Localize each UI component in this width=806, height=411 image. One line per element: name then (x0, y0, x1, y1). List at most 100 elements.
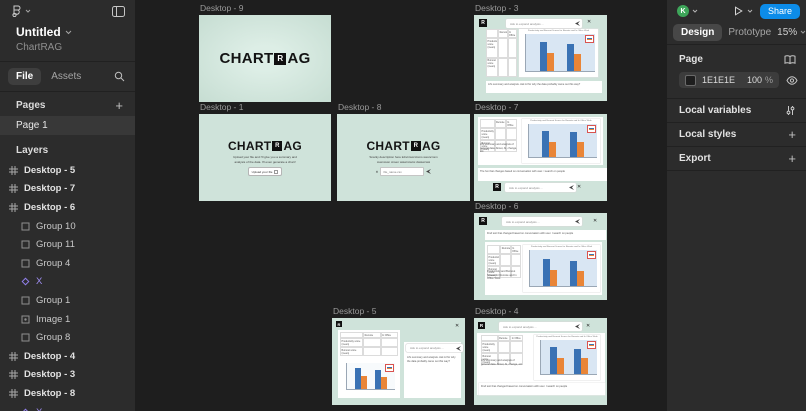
account-menu[interactable]: K (677, 5, 698, 17)
table-header: Remote (500, 245, 511, 254)
logo-glitch-icon: R (274, 52, 287, 65)
instance-diamond-icon (21, 277, 30, 286)
logo-text-post: AG (287, 50, 311, 67)
page-color-input[interactable]: 1E1E1E 100 % (679, 72, 779, 88)
ask-bar: Ask to expand analysis ... (499, 322, 582, 331)
chartrag-logo-icon: R (336, 321, 342, 327)
content-panel: Remote In Office Productivity score (mean… (338, 330, 400, 398)
layer-row-image[interactable]: Image 1 (0, 310, 135, 329)
chevron-down-icon[interactable] (65, 30, 72, 35)
logo-glitch-icon: R (272, 141, 283, 151)
color-swatch[interactable] (685, 74, 696, 86)
file-input-row: ✕ file_name.csv (376, 167, 432, 176)
frame-title[interactable]: Desktop - 4 (475, 306, 519, 316)
tab-file[interactable]: File (8, 68, 42, 85)
layer-label: Group 4 (36, 257, 71, 269)
instance-diamond-icon (21, 408, 30, 411)
toggle-sidebar-icon[interactable] (112, 5, 125, 17)
tab-assets[interactable]: Assets (51, 71, 82, 82)
layer-label: Desktop - 7 (24, 183, 76, 195)
file-title[interactable]: Untitled (16, 25, 61, 39)
group-icon (21, 259, 30, 268)
canvas-frame-desktop-3[interactable]: Desktop - 3 R Ask to expand analysis ...… (474, 3, 607, 101)
layer-row-frame[interactable]: Desktop - 4 (0, 347, 135, 366)
add-style-button[interactable]: + (788, 126, 796, 142)
present-button[interactable] (734, 6, 753, 16)
layer-row-instance[interactable]: X (0, 273, 135, 292)
layer-label: Group 8 (36, 332, 71, 344)
search-icon[interactable] (114, 71, 125, 82)
content-panel: Remote In Office Productivity score (mean… (477, 333, 605, 395)
frame-title[interactable]: Desktop - 8 (338, 102, 382, 112)
layer-label: Image 1 (36, 313, 71, 325)
layer-row-frame[interactable]: Desktop - 8 (0, 384, 135, 403)
color-hex-value[interactable]: 1E1E1E (702, 75, 736, 85)
canvas-frame-desktop-7[interactable]: Desktop - 7 Remote In Office Productivity… (474, 102, 607, 201)
canvas-frame-desktop-5[interactable]: Desktop - 5 R ✕ Remote In Office Producti… (332, 306, 465, 405)
layer-row-frame[interactable]: Desktop - 5 (0, 161, 135, 180)
logo-text-pre: CHART (366, 139, 410, 153)
left-sidebar: Untitled ChartRAG File Assets Pages + Pa… (0, 0, 135, 411)
eye-visibility-icon[interactable] (786, 75, 798, 85)
close-icon: ✕ (587, 19, 592, 25)
frame-title[interactable]: Desktop - 5 (333, 306, 377, 316)
frame-icon (9, 165, 18, 175)
canvas-frame-desktop-1[interactable]: Desktop - 1 CHART R AG Upload your file … (199, 102, 331, 201)
table-row-label: Burnout score (mean) (486, 57, 499, 77)
chartrag-logo-icon: R (479, 19, 487, 27)
table-header: In Office (510, 335, 523, 341)
table-row-label: Burnout score (mean) (481, 353, 498, 365)
close-icon: ✕ (455, 323, 460, 329)
frame-title[interactable]: Desktop - 7 (475, 102, 519, 112)
layer-row-group[interactable]: Group 8 (0, 328, 135, 347)
layer-label: Desktop - 6 (24, 201, 76, 213)
frame-icon (9, 370, 18, 380)
page-section-header: Page (679, 54, 703, 65)
frame-title[interactable]: Desktop - 9 (200, 3, 244, 13)
canvas-frame-desktop-9[interactable]: Desktop - 9 CHART R AG (199, 3, 331, 102)
layer-row-group[interactable]: Group 11 (0, 235, 135, 254)
description-line: cuwncusn cnsen wsiwncwcsi dwsiwcwsi (376, 159, 431, 164)
layer-row-group[interactable]: Group 4 (0, 254, 135, 273)
frame-title[interactable]: Desktop - 6 (475, 201, 519, 211)
export-header: Export (679, 153, 711, 164)
layers-tree: Desktop - 5 Desktop - 7 Desktop - 6 Grou… (0, 161, 135, 411)
chevron-down-icon (692, 9, 698, 13)
layer-row-frame[interactable]: Desktop - 7 (0, 180, 135, 199)
layer-row-group[interactable]: Group 10 (0, 217, 135, 236)
layer-row-instance[interactable]: X (0, 403, 135, 411)
chart-legend (587, 341, 596, 349)
color-opacity-value[interactable]: 100 (746, 75, 762, 85)
chartrag-logo: CHART R AG (199, 15, 331, 102)
canvas-frame-desktop-8[interactable]: Desktop - 8 CHART R AG Snarky descriptio… (337, 102, 470, 201)
logo-text-post: AG (421, 139, 441, 153)
canvas-frame-desktop-6[interactable]: Desktop - 6 R Ask to expand analysis ...… (474, 201, 607, 300)
tab-design[interactable]: Design (673, 23, 723, 41)
ask-bar: Ask to expand analysis ... (502, 217, 582, 226)
add-export-button[interactable]: + (788, 150, 796, 166)
ask-bar: Ask to expand analysis ... (505, 183, 576, 192)
layer-row-frame[interactable]: Desktop - 3 (0, 366, 135, 385)
page-item-page-1[interactable]: Page 1 (0, 116, 135, 135)
ask-placeholder: Ask to expand analysis ... (510, 21, 545, 26)
table-row-label: Productivity score (mean) (340, 338, 364, 347)
canvas-frame-desktop-4[interactable]: Desktop - 4 R Ask to expand analysis ...… (474, 306, 607, 405)
frame-title[interactable]: Desktop - 1 (200, 102, 244, 112)
variables-sliders-icon[interactable] (785, 105, 796, 116)
frame-icon (9, 184, 18, 194)
styles-library-icon[interactable] (784, 54, 796, 65)
tab-prototype[interactable]: Prototype (728, 26, 772, 38)
zoom-control[interactable]: 15% (777, 27, 806, 38)
layer-row-frame[interactable]: Desktop - 6 (0, 198, 135, 217)
share-button[interactable]: Share (759, 3, 800, 19)
analysis-text: AI's summary and analysis of general dat… (481, 359, 523, 366)
add-page-button[interactable]: + (115, 97, 123, 113)
tagline-line: Upload your file and I'll give you a sum… (233, 155, 297, 159)
figma-menu-button[interactable] (10, 5, 31, 17)
ask-bar: Ask to expand analysis ... (506, 19, 582, 28)
frame-title[interactable]: Desktop - 3 (475, 3, 519, 13)
project-name[interactable]: ChartRAG (16, 42, 63, 53)
layer-row-group[interactable]: Group 1 (0, 291, 135, 310)
